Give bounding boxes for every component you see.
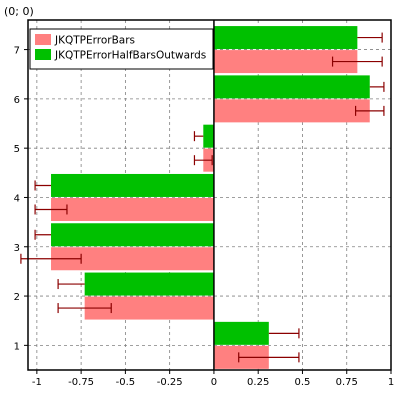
y-tick-label: 4 [14, 193, 20, 204]
bar-halfbars-3 [51, 223, 214, 247]
bar-halfbars-1 [213, 321, 269, 345]
x-tick-label: 0 [211, 377, 217, 388]
coordinate-readout: (0; 0) [4, 5, 34, 18]
bar-errorbars-4 [51, 197, 214, 221]
bar-errorbars-3 [51, 247, 214, 271]
bar-errorbars-6 [213, 99, 370, 123]
x-tick-label: 1 [388, 377, 394, 388]
y-tick-label: 2 [14, 292, 20, 303]
legend: JKQTPErrorBars JKQTPErrorHalfBarsOutwards [29, 28, 214, 70]
y-tick-label: 5 [14, 144, 20, 155]
legend-box [29, 28, 214, 70]
bar-errorbars-7 [213, 50, 358, 74]
plot-frame [27, 19, 392, 371]
x-tick-label: 0.75 [336, 377, 358, 388]
bar-halfbars-4 [51, 173, 214, 197]
legend-label: JKQTPErrorBars [54, 35, 135, 47]
x-tick-label: -0.5 [116, 377, 136, 388]
axis-layer: -1 -0.75 -0.5 -0.25 0 0.25 0.5 0.75 1 1 2 3 4 5 6 7 [14, 19, 394, 388]
x-tick-label: -1 [32, 377, 42, 388]
x-tick-label: 0.25 [247, 377, 269, 388]
bar-halfbars-7 [213, 26, 358, 50]
x-tick-label: -0.25 [157, 377, 183, 388]
y-tick-label: 3 [14, 243, 20, 254]
bar-halfbars-5 [203, 124, 214, 148]
legend-swatch [35, 49, 51, 60]
x-tick-label: -0.75 [68, 377, 94, 388]
legend-swatch [35, 34, 51, 45]
bar-halfbars-6 [213, 75, 370, 99]
y-tick-label: 6 [14, 95, 20, 106]
y-tick-label: 7 [14, 46, 20, 57]
bar-errorbars-2 [84, 296, 214, 320]
bars-layer [51, 26, 370, 369]
y-tick-label: 1 [14, 341, 20, 352]
bar-halfbars-2 [84, 272, 214, 296]
error-bars-layer [20, 32, 385, 363]
legend-label: JKQTPErrorHalfBarsOutwards [54, 50, 206, 62]
x-tick-label: 0.5 [295, 377, 311, 388]
